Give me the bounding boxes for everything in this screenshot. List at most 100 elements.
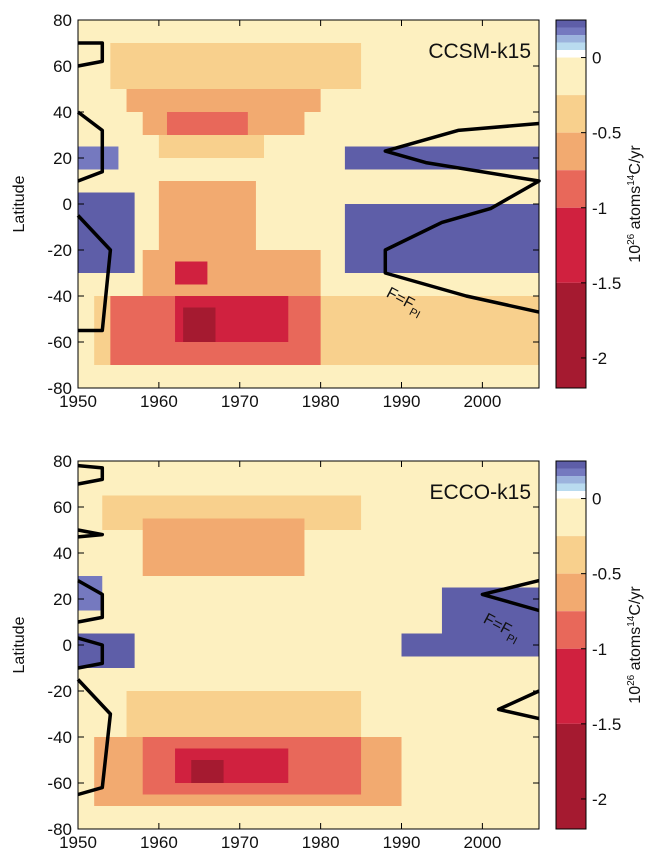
colorbar-label-base: 10 [627,245,644,263]
contour-line [76,214,113,333]
colorbar-segment [556,282,586,388]
heatmap-cell [450,215,539,262]
colorbar-segment [556,132,586,171]
colorbar-segment [556,207,586,283]
y-tick-label: 80 [53,11,72,30]
y-tick-label: 20 [53,149,72,168]
colorbar-label: 1026 atoms14C/yr [626,586,644,704]
y-tick-label: -80 [47,820,72,839]
x-tick-label: 1970 [221,833,259,852]
heatmap-cell [78,20,539,43]
colorbar-tick-label: -0.5 [592,124,621,143]
heatmap-cell [78,461,539,496]
colorbar-segment [556,468,586,477]
x-tick-label: 1990 [383,392,421,411]
y-tick-label: 80 [53,452,72,471]
heatmap-cell [175,89,240,112]
contour-line [77,636,105,670]
y-tick-label: -20 [47,682,72,701]
colorbar-label-exponent: 26 [626,233,637,245]
contour-line [496,689,540,721]
colorbar-label: 1026 atoms14C/yr [626,145,644,263]
colorbar-tick-label: -1.5 [592,274,621,293]
colorbar-segment [556,50,586,58]
heatmap-cell [166,112,248,135]
colorbar-label-exponent: 26 [626,674,637,686]
y-axis-label: Latitude [11,616,28,673]
y-axis-label: Latitude [11,175,28,232]
y-tick-label: 40 [53,544,72,563]
contour-line [77,528,105,539]
colorbar-segment [556,573,586,612]
y-tick-label: -60 [47,333,72,352]
heatmap-cell [191,760,224,783]
contour-line [480,578,540,613]
x-tick-label: 1980 [302,392,340,411]
y-tick-label: -80 [47,379,72,398]
contour-line [76,110,105,183]
colorbar-label-isotope: 14 [626,615,637,627]
heatmap-cell [78,633,135,668]
colorbar-segment [556,35,586,43]
heatmap-cell [401,633,539,657]
colorbar-segment [556,498,586,537]
heatmap-cell [126,691,362,737]
colorbar-segment [556,95,586,133]
annotation-subscript: PI [407,306,422,321]
heatmap-cell [158,135,265,158]
colorbar-tick-label: -1 [592,199,607,218]
heatmap-cell [158,181,256,250]
x-tick-label: 1950 [59,833,97,852]
x-tick-label: 1980 [302,833,340,852]
heatmap-cell [78,192,135,273]
y-tick-label: -60 [47,774,72,793]
panel-2: 1950 1960 1970 1980 1990 2000806040200-20-40-… [11,452,644,852]
panel-1: 1950 1960 1970 1980 1990 2000806040200-20-40-… [11,11,644,411]
heatmap-cell [175,530,224,576]
colorbar-segment [556,476,586,484]
panel-title: CCSM-k15 [428,40,531,63]
x-tick-label: 1990 [383,833,421,852]
colorbar-segment [556,536,586,574]
y-tick-label: 0 [63,195,72,214]
y-tick-label: -40 [47,287,72,306]
colorbar-segment [556,170,586,208]
y-tick-label: -20 [47,241,72,260]
heatmap-cell [183,307,216,342]
contour-line [77,41,105,68]
x-tick-label: 2000 [463,833,501,852]
heatmap-cell [110,43,362,89]
colorbar-segment [556,491,586,499]
y-tick-label: -40 [47,728,72,747]
colorbar-label-unit: atoms [627,627,644,675]
colorbar-frame [555,19,587,389]
colorbar-segment [556,723,586,829]
colorbar-segment [556,42,586,51]
x-tick-label: 1960 [140,833,178,852]
colorbar-frame [555,460,587,830]
colorbar-label-isotope: 14 [626,174,637,186]
colorbar-tick-label: -2 [592,349,607,368]
colorbar-label-suffix: C/yr [627,145,644,175]
colorbar-segment [556,611,586,649]
colorbar-segment [556,483,586,492]
y-tick-label: 20 [53,590,72,609]
colorbar-label-unit: atoms [627,186,644,234]
x-tick-label: 1960 [140,392,178,411]
colorbar-segment [556,27,586,36]
colorbar-segment [556,461,586,469]
y-tick-label: 60 [53,57,72,76]
x-tick-label: 1970 [221,392,259,411]
colorbar-tick-label: 0 [592,490,601,509]
x-tick-label: 1950 [59,392,97,411]
x-tick-label: 2000 [463,392,501,411]
y-tick-label: 40 [53,103,72,122]
y-tick-label: 0 [63,636,72,655]
colorbar-tick-label: -2 [592,790,607,809]
y-tick-label: 60 [53,498,72,517]
colorbar-tick-label: 0 [592,49,601,68]
colorbar-tick-label: -1 [592,640,607,659]
panel-title: ECCO-k15 [429,481,531,504]
colorbar-segment [556,57,586,96]
